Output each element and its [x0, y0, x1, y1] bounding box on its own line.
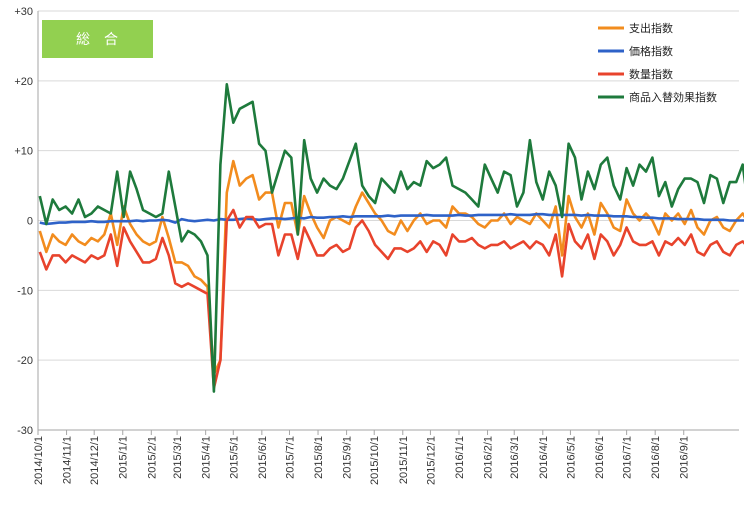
x-tick-label: 2016/6/1 [594, 436, 606, 479]
series-line [39, 212, 744, 226]
legend-item: 商品入替効果指数 [598, 90, 717, 104]
series-価格指数 [39, 212, 744, 226]
legend-item: 価格指数 [598, 44, 673, 58]
y-tick-label: -20 [17, 355, 33, 367]
y-tick-label: -10 [17, 285, 33, 297]
series-lines [38, 83, 744, 393]
axes [37, 11, 739, 435]
x-tick-label: 2015/1/1 [118, 436, 130, 479]
series-line [38, 159, 744, 376]
x-tick-label: 2015/6/1 [257, 436, 269, 479]
x-tick-label: 2015/7/1 [284, 436, 296, 479]
legend-item: 数量指数 [598, 67, 673, 81]
x-tick-label: 2015/2/1 [146, 436, 158, 479]
x-tick-label: 2015/5/1 [228, 436, 240, 479]
series-数量指数 [38, 208, 744, 390]
x-tick-label: 2016/3/1 [509, 436, 521, 479]
legend-label: 支出指数 [629, 21, 673, 35]
chart-title-box [42, 20, 153, 58]
x-tick-label: 2014/10/1 [33, 436, 45, 485]
y-tick-label: -30 [17, 425, 33, 437]
series-支出指数 [38, 159, 744, 376]
series-line [38, 208, 744, 390]
x-tick-label: 2015/12/1 [425, 436, 437, 485]
x-tick-label: 2015/3/1 [172, 436, 184, 479]
x-tick-label: 2015/10/1 [369, 436, 381, 485]
x-tick-label: 2014/12/1 [89, 436, 101, 485]
y-tick-label: +20 [14, 76, 33, 88]
x-tick-label: 2014/11/1 [62, 436, 74, 484]
y-tick-label: +10 [14, 146, 33, 158]
x-tick-label: 2016/9/1 [679, 436, 691, 479]
legend-label: 価格指数 [629, 44, 673, 58]
series-line [38, 83, 744, 393]
x-tick-label: 2016/5/1 [565, 436, 577, 479]
legend-label: 数量指数 [629, 67, 673, 81]
legend-label: 商品入替効果指数 [629, 90, 717, 104]
x-tick-label: 2015/4/1 [201, 436, 213, 479]
y-tick-labels: +30 +20 +10 0 -10 -20 -30 [14, 6, 33, 437]
chart-title-text: 総 合 [76, 32, 118, 48]
chart-title: 総 合 [42, 20, 153, 58]
legend-item: 支出指数 [598, 21, 673, 35]
x-tick-label: 2016/2/1 [483, 436, 495, 479]
y-tick-label: +30 [14, 6, 33, 18]
x-tick-label: 2015/9/1 [342, 436, 354, 479]
x-tick-label: 2015/8/1 [313, 436, 325, 479]
x-tick-label: 2016/1/1 [454, 436, 466, 479]
x-tick-labels: 2014/10/1 2014/11/1 2014/12/1 2015/1/1 2015/… [33, 436, 691, 485]
x-tick-label: 2016/7/1 [622, 436, 634, 479]
y-tick-label: 0 [27, 216, 33, 228]
x-tick-label: 2016/4/1 [538, 436, 550, 479]
x-tick-label: 2015/11/1 [398, 436, 410, 484]
series-商品入替効果指数 [38, 83, 744, 393]
x-tick-label: 2016/8/1 [650, 436, 662, 479]
